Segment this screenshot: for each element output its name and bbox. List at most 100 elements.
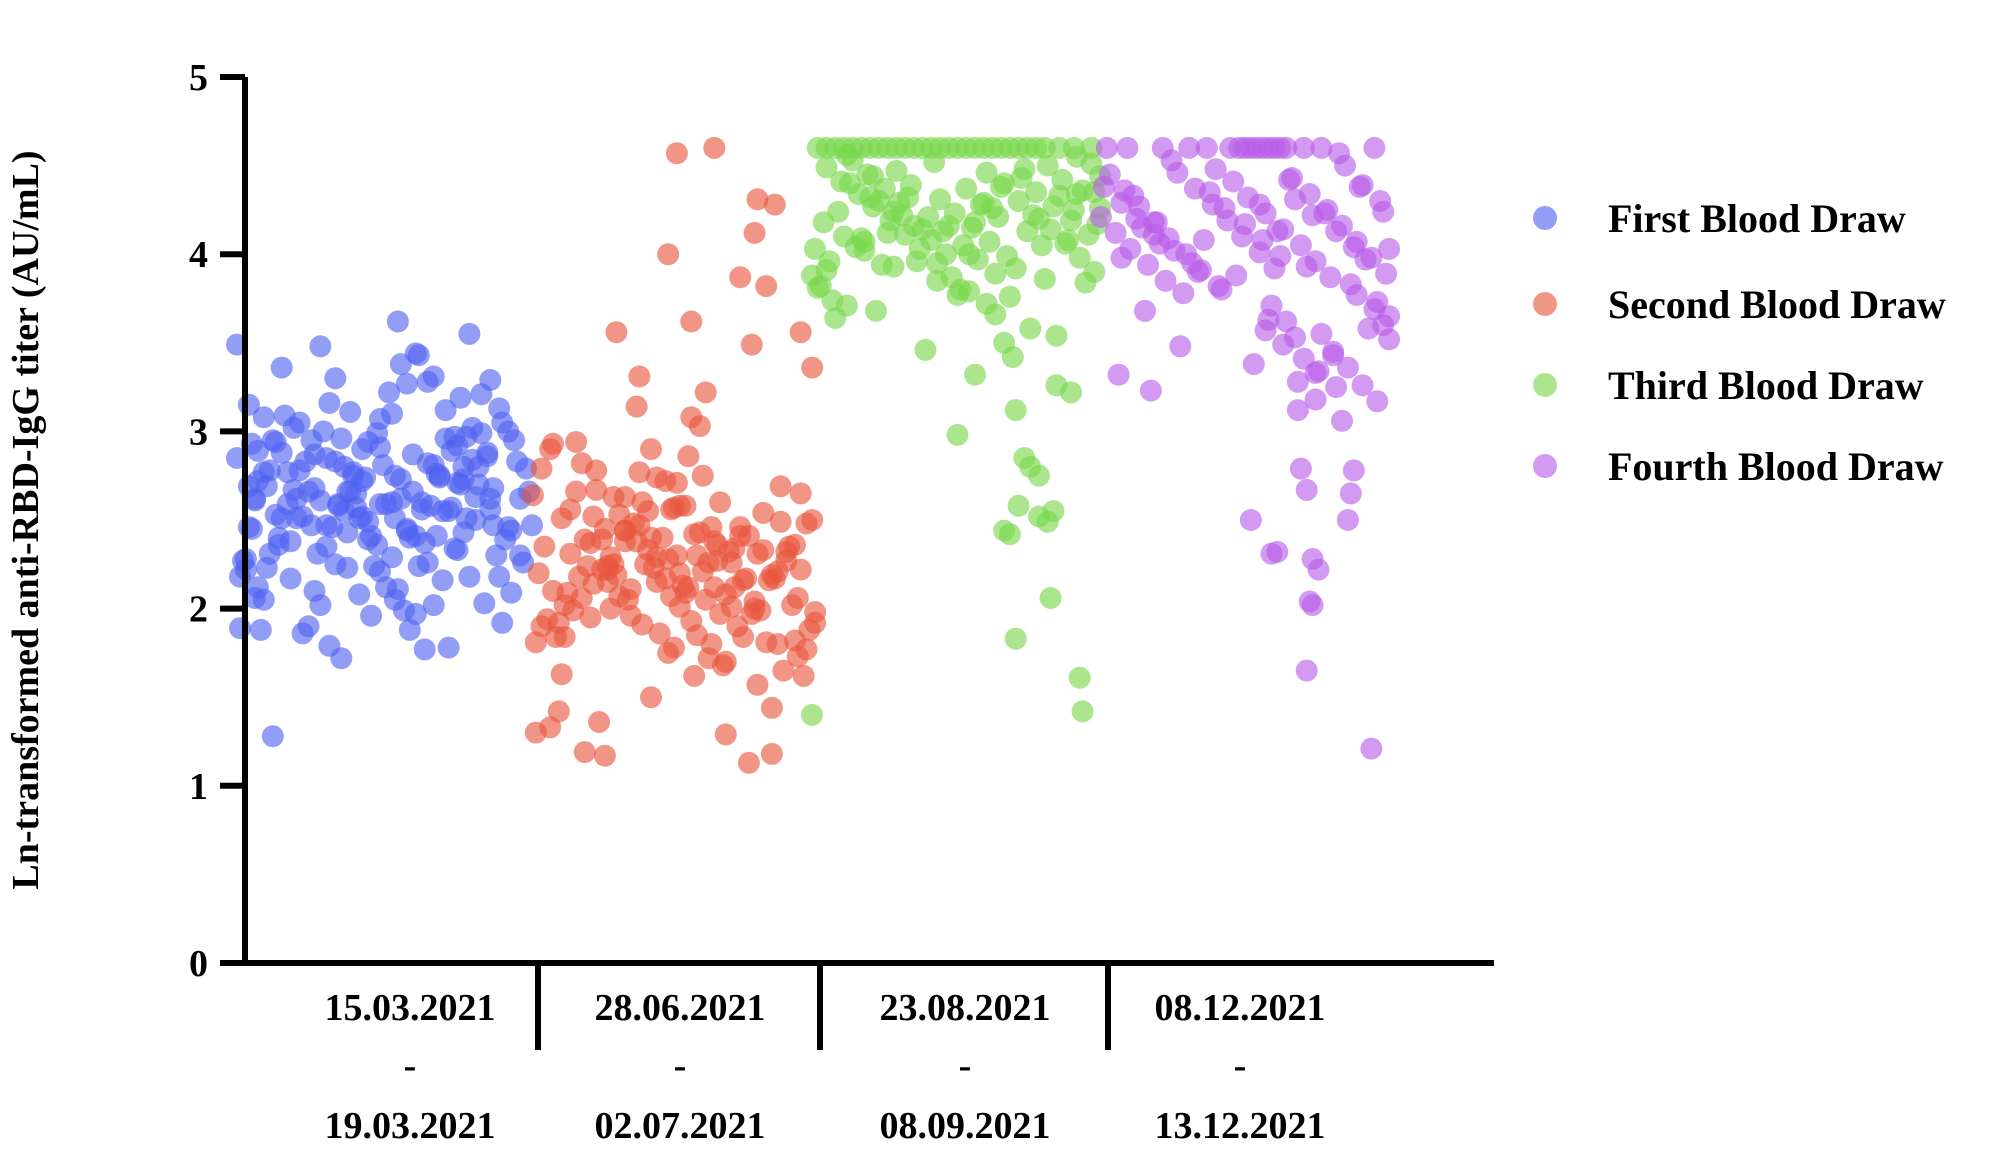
data-point — [1234, 213, 1256, 236]
category-start-date: 23.08.2021 — [880, 987, 1051, 1029]
data-point — [683, 664, 706, 687]
data-point — [491, 611, 514, 634]
data-point — [833, 225, 855, 248]
data-point — [512, 551, 535, 574]
data-point — [318, 634, 341, 657]
legend-label: Fourth Blood Draw — [1608, 444, 1944, 489]
data-point — [631, 613, 654, 636]
data-point — [1242, 353, 1265, 376]
category-end-date: 08.09.2021 — [880, 1105, 1051, 1147]
data-point — [282, 478, 305, 501]
data-point — [984, 262, 1007, 285]
category-end-date: 13.12.2021 — [1155, 1105, 1326, 1147]
data-point — [1068, 666, 1091, 689]
data-point — [559, 542, 582, 565]
category-separator: - — [1234, 1045, 1247, 1087]
data-point — [755, 631, 778, 654]
data-point — [348, 583, 371, 606]
data-point — [789, 321, 812, 344]
data-point — [1289, 234, 1312, 257]
data-point — [1254, 319, 1277, 342]
data-point — [452, 521, 475, 544]
data-point — [1334, 154, 1356, 177]
data-point — [506, 450, 529, 473]
data-point — [640, 686, 662, 709]
data-point — [1304, 250, 1327, 273]
data-point — [1289, 457, 1312, 480]
data-point — [550, 663, 573, 686]
data-point — [1351, 174, 1374, 197]
data-point — [351, 505, 374, 528]
data-point — [712, 654, 734, 677]
data-point — [291, 622, 314, 645]
category-start-date: 08.12.2021 — [1155, 987, 1326, 1029]
data-point — [1062, 198, 1085, 221]
data-point — [585, 478, 608, 501]
data-point — [309, 594, 332, 617]
data-point — [996, 245, 1018, 267]
data-point — [573, 528, 596, 551]
data-point — [732, 569, 755, 592]
data-point — [500, 581, 523, 604]
data-point — [1007, 494, 1030, 517]
data-point — [568, 565, 590, 588]
data-point — [955, 177, 978, 200]
data-point — [703, 136, 726, 159]
data-point — [246, 576, 269, 599]
data-point — [413, 532, 436, 554]
data-point — [270, 507, 293, 530]
data-point — [1319, 266, 1342, 289]
data-point — [946, 423, 969, 446]
data-point — [608, 585, 631, 608]
data-point — [882, 255, 905, 278]
data-point — [946, 284, 969, 306]
data-point — [1001, 346, 1024, 368]
data-point — [1210, 278, 1233, 301]
data-point — [1045, 324, 1068, 347]
data-point — [1342, 459, 1365, 482]
data-point — [964, 363, 986, 386]
data-point — [1304, 388, 1327, 411]
data-point — [1310, 322, 1333, 345]
data-point — [752, 539, 775, 562]
data-point — [665, 544, 688, 567]
data-point — [645, 466, 668, 489]
data-point — [1025, 181, 1048, 204]
data-point — [425, 462, 448, 485]
data-point — [565, 480, 588, 503]
data-point — [321, 516, 344, 539]
data-point — [1187, 260, 1209, 283]
data-point — [1213, 197, 1236, 220]
data-point — [1036, 510, 1059, 533]
data-point — [1310, 136, 1333, 159]
data-point — [691, 464, 714, 487]
category-start-date: 15.03.2021 — [325, 987, 496, 1029]
data-point — [1378, 328, 1401, 351]
data-point — [605, 321, 628, 344]
data-point — [1360, 737, 1383, 760]
data-point — [628, 461, 651, 484]
data-point — [1260, 542, 1283, 565]
data-point — [772, 659, 795, 682]
data-point — [668, 595, 691, 618]
data-point — [1004, 627, 1027, 650]
data-point — [665, 142, 688, 165]
data-point — [984, 303, 1007, 326]
data-point — [923, 151, 946, 174]
data-point — [416, 551, 439, 574]
data-point — [369, 436, 391, 459]
data-point — [743, 221, 766, 244]
data-point — [703, 576, 726, 599]
data-point — [258, 542, 281, 565]
data-point — [835, 294, 858, 317]
data-point — [383, 464, 406, 487]
data-point — [660, 498, 683, 521]
data-point — [729, 266, 752, 289]
data-point — [625, 395, 648, 418]
data-point — [1119, 237, 1142, 260]
data-point — [488, 397, 511, 420]
data-point — [1325, 376, 1348, 399]
data-point — [1378, 237, 1401, 260]
data-point — [246, 439, 269, 462]
